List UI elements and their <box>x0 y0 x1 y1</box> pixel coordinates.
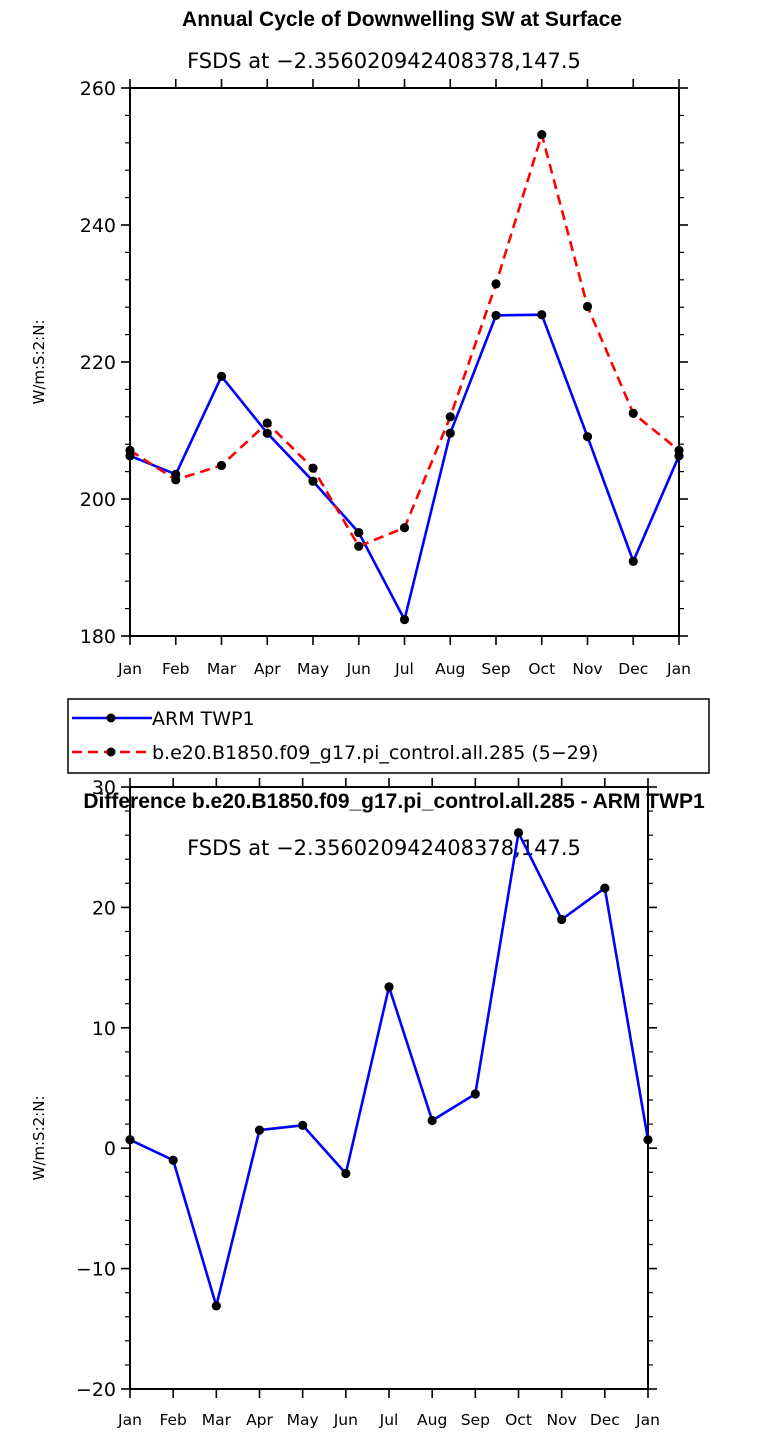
series-lines <box>125 828 653 1311</box>
legend-box <box>67 698 710 774</box>
data-point <box>470 1089 480 1099</box>
y-tick-label: 240 <box>80 215 116 237</box>
data-point <box>445 428 455 438</box>
series-line <box>129 133 680 548</box>
y-tick-label: −10 <box>76 1259 116 1281</box>
x-tick-label: Sep <box>481 660 510 678</box>
x-tick-label: Jan <box>666 660 691 678</box>
data-point <box>308 463 318 473</box>
series-line <box>129 831 650 1308</box>
legend-marker-arm <box>106 713 116 723</box>
x-tick-label: Mar <box>207 660 237 678</box>
x-tick-label: Feb <box>159 1411 186 1429</box>
data-point <box>427 1115 437 1126</box>
chart-title: Difference b.e20.B1850.f09_g17.pi_contro… <box>83 790 705 813</box>
x-tick-label: May <box>297 660 329 678</box>
data-point <box>674 445 684 455</box>
x-tick-label: Jun <box>333 1411 358 1429</box>
x-tick-label: Oct <box>528 660 555 678</box>
y-tick-label: 0 <box>104 1138 116 1160</box>
data-point <box>254 1125 265 1135</box>
data-point <box>354 541 364 551</box>
legend-label-model: b.e20.B1850.f09_g17.pi_control.all.285 (… <box>152 742 598 764</box>
x-tick-label: Jan <box>117 660 142 678</box>
data-point <box>211 1301 221 1311</box>
data-point <box>399 523 410 533</box>
x-tick-label: Sep <box>461 1411 490 1429</box>
annual-cycle-chart: Annual Cycle of Downwelling SW at Surfac… <box>30 8 691 678</box>
data-point <box>445 412 455 422</box>
series-lines <box>125 129 684 625</box>
x-tick-label: Jul <box>379 1411 399 1429</box>
data-point <box>537 310 547 320</box>
data-point <box>600 883 610 893</box>
x-tick-label: Aug <box>417 1411 447 1429</box>
difference-chart: Difference b.e20.B1850.f09_g17.pi_contro… <box>30 777 705 1429</box>
data-point <box>216 460 227 471</box>
y-axis-label: W/m:S:2:N: <box>30 320 48 405</box>
data-point <box>628 556 638 566</box>
x-tick-label: May <box>287 1411 319 1429</box>
data-point <box>628 408 638 418</box>
y-axis-label: W/m:S:2:N: <box>30 1096 48 1181</box>
x-tick-label: Jun <box>346 660 371 678</box>
data-point <box>491 279 501 289</box>
data-point <box>384 982 394 992</box>
x-tick-label: Apr <box>254 660 281 678</box>
y-tick-label: 180 <box>80 626 116 648</box>
y-tick-label: 200 <box>80 489 116 511</box>
x-tick-label: Dec <box>618 660 648 678</box>
data-point <box>262 418 272 428</box>
data-point <box>537 129 547 140</box>
x-tick-label: Nov <box>547 1411 577 1429</box>
x-tick-label: Nov <box>572 660 602 678</box>
y-tick-label: 260 <box>80 78 116 100</box>
x-tick-label: Jul <box>394 660 414 678</box>
y-tick-label: 10 <box>92 1018 116 1040</box>
plot-area: 180 200 220 240 260 Jan Feb Mar Apr May Jun Jul Aug S… <box>80 78 691 678</box>
x-tick-label: Oct <box>505 1411 532 1429</box>
chart-title: Annual Cycle of Downwelling SW at Surfac… <box>182 8 622 31</box>
data-point <box>582 432 593 442</box>
data-point <box>341 1168 351 1179</box>
legend: ARM TWP1 b.e20.B1850.f09_g17.pi_control.… <box>67 698 710 774</box>
y-tick-label: 30 <box>92 777 116 799</box>
data-point <box>298 1120 308 1130</box>
y-tick-label: 20 <box>92 897 116 919</box>
data-point <box>513 828 524 838</box>
y-tick-label: 220 <box>80 352 116 374</box>
data-point <box>308 476 318 486</box>
data-point <box>168 1155 178 1165</box>
y-tick-label: −20 <box>76 1379 116 1401</box>
x-tick-label: Dec <box>590 1411 620 1429</box>
plot-frame <box>129 786 649 1390</box>
legend-marker-model <box>106 747 116 757</box>
x-tick-label: Mar <box>202 1411 232 1429</box>
plot-area: −20 −10 0 10 20 30 Jan Feb Mar Apr May Jun Jul Aug Sep… <box>76 777 660 1429</box>
data-point <box>399 614 410 625</box>
legend-label-arm: ARM TWP1 <box>152 708 255 730</box>
chart-subtitle: FSDS at −2.356020942408378,147.5 <box>187 49 581 73</box>
data-point <box>491 310 501 321</box>
plot-frame <box>129 87 680 637</box>
data-point <box>262 428 272 438</box>
data-point <box>582 301 593 312</box>
data-point <box>643 1135 653 1145</box>
series-line <box>129 313 681 621</box>
data-point <box>557 914 567 925</box>
x-tick-label: Apr <box>246 1411 273 1429</box>
x-tick-label: Jan <box>635 1411 660 1429</box>
data-point <box>125 1135 135 1145</box>
data-point <box>216 371 227 381</box>
x-tick-label: Jan <box>117 1411 142 1429</box>
data-point <box>125 445 135 455</box>
data-point <box>354 527 364 538</box>
x-tick-label: Aug <box>435 660 465 678</box>
data-point <box>171 475 181 485</box>
x-tick-label: Feb <box>162 660 189 678</box>
